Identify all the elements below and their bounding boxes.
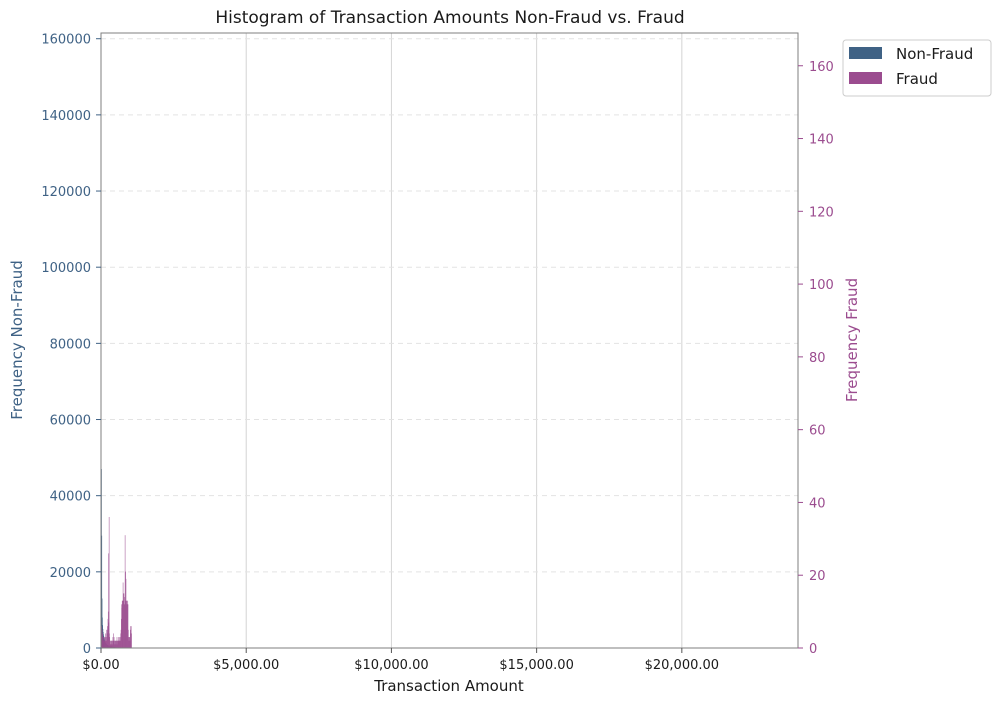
right-y-tick-label: 160 bbox=[809, 60, 834, 75]
plot-frame bbox=[100, 32, 799, 649]
left-y-tick-label: 100000 bbox=[41, 261, 91, 276]
left-y-tick-label: 120000 bbox=[41, 185, 91, 200]
right-y-tick-label: 100 bbox=[809, 278, 834, 293]
x-tick-label: $5,000.00 bbox=[213, 658, 279, 673]
x-tick-label: $10,000.00 bbox=[354, 658, 428, 673]
legend-label-fraud: Fraud bbox=[896, 70, 938, 88]
right-y-tick-label: 140 bbox=[809, 133, 834, 148]
axes bbox=[100, 32, 799, 649]
chart-legend: Non-Fraud Fraud bbox=[842, 39, 992, 97]
left-y-axis-ticks: 0 20000 40000 60000 80000 100000 120000 140000 1… bbox=[41, 33, 101, 657]
right-y-tick-label: 0 bbox=[809, 642, 817, 657]
fraud-bar bbox=[124, 535, 126, 648]
right-y-tick-label: 120 bbox=[809, 205, 834, 220]
right-y-tick-label: 80 bbox=[809, 351, 826, 366]
left-y-tick-label: 140000 bbox=[41, 109, 91, 124]
chart-title: Histogram of Transaction Amounts Non-Fra… bbox=[215, 8, 684, 28]
right-y-tick-label: 20 bbox=[809, 569, 826, 584]
fraud-bar bbox=[108, 553, 109, 648]
x-axis-label: Transaction Amount bbox=[373, 677, 524, 695]
x-tick-label: $0.00 bbox=[82, 658, 119, 673]
non-fraud-bar bbox=[101, 535, 103, 648]
left-y-tick-label: 0 bbox=[83, 642, 91, 657]
x-tick-label: $20,000.00 bbox=[645, 658, 719, 673]
fraud-bar bbox=[131, 633, 132, 648]
fraud-bar bbox=[108, 516, 110, 648]
left-y-tick-label: 80000 bbox=[50, 337, 91, 352]
x-axis-ticks: $0.00 $5,000.00 $10,000.00 $15,000.00 $20,00… bbox=[82, 648, 719, 673]
fraud-bars bbox=[101, 516, 132, 648]
right-y-axis-ticks: 0 20 40 60 80 100 120 140 160 bbox=[798, 60, 834, 657]
right-y-axis-label: Frequency Fraud bbox=[843, 278, 861, 402]
right-y-tick-label: 60 bbox=[809, 424, 826, 439]
fraud-bar bbox=[101, 629, 103, 648]
left-y-axis-label: Frequency Non-Fraud bbox=[8, 260, 26, 420]
left-y-tick-label: 60000 bbox=[50, 414, 91, 429]
legend-swatch-non-fraud bbox=[849, 47, 882, 59]
legend-swatch-fraud bbox=[849, 72, 882, 84]
right-y-tick-label: 40 bbox=[809, 496, 826, 511]
left-y-tick-label: 40000 bbox=[50, 490, 91, 505]
grid-lines bbox=[101, 33, 798, 648]
left-y-tick-label: 160000 bbox=[41, 33, 91, 48]
fraud-bar bbox=[127, 604, 129, 648]
x-tick-label: $15,000.00 bbox=[499, 658, 573, 673]
legend-label-non-fraud: Non-Fraud bbox=[896, 45, 973, 63]
left-y-tick-label: 20000 bbox=[50, 566, 91, 581]
